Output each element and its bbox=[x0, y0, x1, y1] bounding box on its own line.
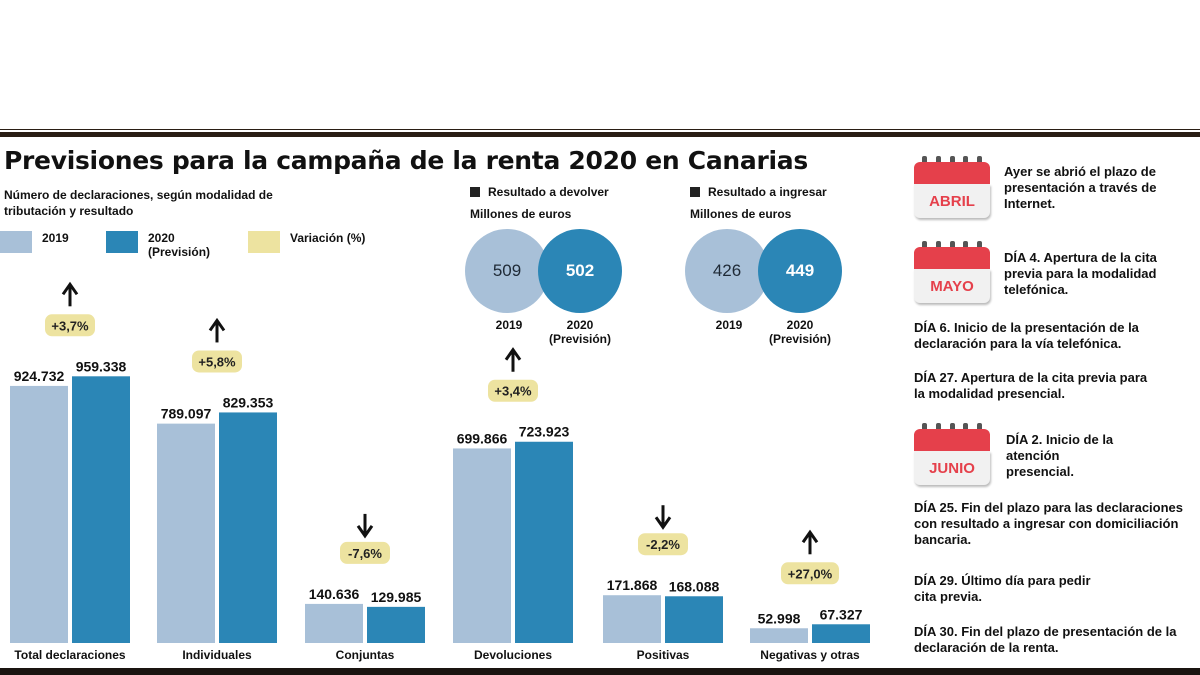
circle-heading-text: Resultado a ingresar bbox=[708, 185, 827, 199]
legend-label: 2019 bbox=[42, 231, 69, 245]
arrow-down-icon bbox=[654, 505, 672, 530]
calendar-month: ABRIL bbox=[914, 184, 990, 218]
bar-value-label: 789.097 bbox=[161, 406, 212, 422]
chart-subtitle: Número de declaraciones, según modalidad… bbox=[4, 188, 273, 218]
circle-ingresar-2020: 449 bbox=[758, 229, 842, 313]
category-label: Conjuntas bbox=[336, 648, 395, 662]
legend-swatch-2020 bbox=[106, 231, 138, 253]
variation-badge bbox=[781, 562, 839, 585]
square-bullet-icon bbox=[690, 187, 700, 197]
circle-year-2020: 2020 (Previsión) bbox=[768, 318, 831, 346]
legend-2020: 2020 (Previsión) bbox=[106, 231, 228, 259]
bottom-rule bbox=[0, 668, 1200, 675]
event-item: DÍA 27. Apertura de la cita previa para … bbox=[914, 370, 1148, 401]
variation-badge bbox=[340, 541, 390, 564]
event-item: DÍA 4. Apertura de la cita previa para l… bbox=[1004, 250, 1157, 297]
variation-badge bbox=[192, 350, 242, 373]
calendar-junio-icon: JUNIO bbox=[914, 423, 990, 485]
bar-value-label: 829.353 bbox=[223, 394, 274, 410]
legend-swatch-variation bbox=[248, 231, 280, 253]
circle-devolver-2019: 509 bbox=[465, 229, 549, 313]
bar-2019 bbox=[603, 595, 661, 643]
bar-2020 bbox=[367, 606, 425, 643]
bar-2019 bbox=[453, 448, 511, 643]
legend-label: Variación (%) bbox=[290, 231, 366, 245]
variation-label: +5,8% bbox=[198, 354, 236, 369]
bar-value-label: 67.327 bbox=[820, 606, 863, 622]
bar-2020 bbox=[219, 412, 277, 643]
bar-2019 bbox=[305, 603, 363, 643]
circle-unit: Millones de euros bbox=[690, 207, 792, 221]
category-label: Devoluciones bbox=[474, 648, 552, 662]
event-item: DÍA 30. Fin del plazo de presentación de… bbox=[914, 624, 1177, 655]
bar-2020 bbox=[515, 441, 573, 643]
event-item: DÍA 6. Inicio de la presentación de la d… bbox=[914, 320, 1139, 351]
bar-value-label: 140.636 bbox=[309, 586, 360, 602]
legend-variation: Variación (%) bbox=[248, 231, 365, 253]
square-bullet-icon bbox=[470, 187, 480, 197]
event-item: DÍA 25. Fin del plazo para las declaraci… bbox=[914, 500, 1184, 547]
top-rule-thin bbox=[0, 129, 1200, 130]
arrow-up-icon bbox=[504, 347, 522, 372]
calendar-rings bbox=[922, 241, 982, 251]
bar-value-label: 52.998 bbox=[758, 610, 801, 626]
legend-swatch-2019 bbox=[0, 231, 32, 253]
event-item: DÍA 29. Último día para pedir cita previ… bbox=[914, 573, 1091, 604]
variation-badge bbox=[488, 379, 538, 402]
calendar-rings bbox=[922, 156, 982, 166]
bar-2019 bbox=[157, 423, 215, 643]
variation-label: +27,0% bbox=[788, 566, 833, 581]
circle-heading-ingresar: Resultado a ingresar bbox=[690, 185, 827, 199]
variation-label: +3,4% bbox=[494, 384, 532, 399]
variation-label: -2,2% bbox=[646, 537, 680, 552]
arrow-down-icon bbox=[356, 513, 374, 539]
bar-2020 bbox=[812, 624, 870, 643]
circle-ingresar-2019: 426 bbox=[685, 229, 769, 313]
variation-badge bbox=[45, 314, 95, 337]
circle-year-2019: 2019 bbox=[495, 318, 523, 332]
bar-value-label: 723.923 bbox=[519, 424, 570, 440]
variation-label: +3,7% bbox=[51, 318, 89, 333]
circle-year-2020: 2020 (Previsión) bbox=[548, 318, 611, 346]
bar-value-label: 699.866 bbox=[457, 430, 508, 446]
bar-2019 bbox=[10, 385, 68, 643]
category-label: Total declaraciones bbox=[14, 648, 125, 662]
arrow-up-icon bbox=[208, 317, 226, 343]
circle-year-2019: 2019 bbox=[715, 318, 743, 332]
category-label: Positivas bbox=[637, 648, 690, 662]
arrow-up-icon bbox=[801, 529, 819, 555]
bar-value-label: 129.985 bbox=[371, 589, 422, 605]
calendar-abril-icon: ABRIL bbox=[914, 156, 990, 218]
bar-value-label: 168.088 bbox=[669, 578, 720, 594]
top-rule-thick bbox=[0, 132, 1200, 137]
category-label: Individuales bbox=[182, 648, 252, 662]
variation-label: -7,6% bbox=[348, 546, 382, 561]
circle-unit: Millones de euros bbox=[470, 207, 572, 221]
circle-heading-devolver: Resultado a devolver bbox=[470, 185, 609, 199]
event-item: DÍA 2. Inicio de la atención presencial. bbox=[1006, 432, 1114, 479]
variation-badge bbox=[638, 533, 688, 556]
legend-label: 2020 (Previsión) bbox=[148, 231, 211, 259]
legend-2019: 2019 bbox=[0, 231, 69, 253]
event-item: Ayer se abrió el plazo de presentación a… bbox=[1004, 164, 1157, 211]
calendar-month: MAYO bbox=[914, 269, 990, 303]
bar-value-label: 924.732 bbox=[14, 368, 65, 384]
calendar-rings bbox=[922, 423, 982, 433]
category-label: Negativas y otras bbox=[760, 648, 860, 662]
calendar-month: JUNIO bbox=[914, 451, 990, 485]
bar-2020 bbox=[72, 376, 130, 643]
circle-devolver-2020: 502 bbox=[538, 229, 622, 313]
bar-2020 bbox=[665, 596, 723, 643]
bar-chart: 924.732 959.338 Total declaraciones +3,7% 78… bbox=[10, 281, 870, 662]
circle-heading-text: Resultado a devolver bbox=[488, 185, 609, 199]
bar-value-label: 171.868 bbox=[607, 577, 658, 593]
calendar-mayo-icon: MAYO bbox=[914, 241, 990, 303]
page-title: Previsiones para la campaña de la renta … bbox=[4, 146, 808, 175]
arrow-up-icon bbox=[61, 281, 79, 307]
bar-value-label: 959.338 bbox=[76, 358, 127, 374]
bar-2019 bbox=[750, 628, 808, 643]
